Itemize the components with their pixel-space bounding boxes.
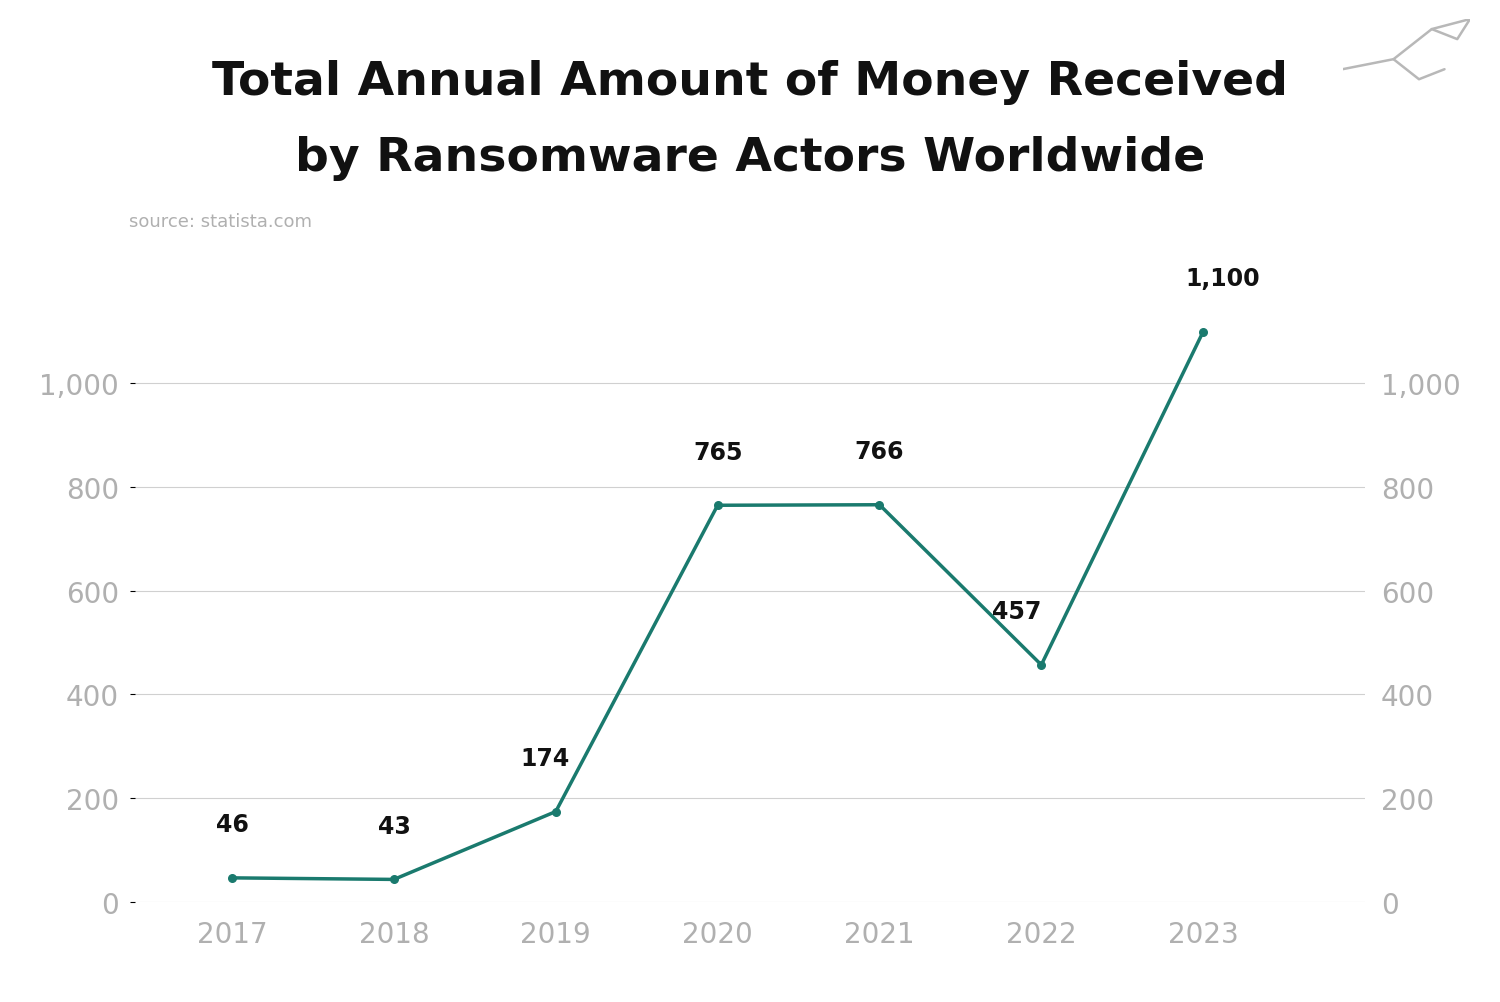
Point xyxy=(1191,325,1215,341)
Point xyxy=(1029,657,1053,673)
Text: Total Annual Amount of Money Received: Total Annual Amount of Money Received xyxy=(211,60,1288,105)
Text: 765: 765 xyxy=(693,440,742,464)
Point xyxy=(544,804,568,820)
Text: source: statista.com: source: statista.com xyxy=(129,212,312,230)
Text: 174: 174 xyxy=(520,746,570,771)
Point xyxy=(382,872,406,888)
Text: 1,100: 1,100 xyxy=(1185,267,1260,291)
Text: 43: 43 xyxy=(378,814,411,838)
Point xyxy=(220,870,245,886)
Point xyxy=(705,498,729,514)
Text: by Ransomware Actors Worldwide: by Ransomware Actors Worldwide xyxy=(296,135,1204,180)
Text: 457: 457 xyxy=(992,599,1041,623)
Text: 766: 766 xyxy=(855,440,904,464)
Text: 46: 46 xyxy=(216,813,249,837)
Point xyxy=(867,497,891,513)
